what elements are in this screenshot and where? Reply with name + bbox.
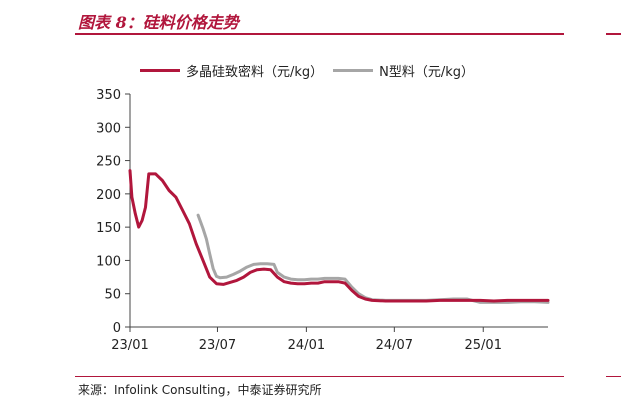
- legend: 多晶硅致密料（元/kg） N型料（元/kg）: [140, 61, 484, 80]
- x-tick-label: 23/07: [199, 338, 236, 353]
- footer-rule: [75, 376, 564, 377]
- y-tick-label: 250: [96, 155, 121, 170]
- legend-swatch-n-type: [333, 68, 374, 72]
- y-tick-label: 0: [113, 321, 121, 336]
- legend-swatch-polysilicon: [140, 68, 180, 72]
- y-tick-label: 300: [96, 121, 121, 136]
- legend-item-n-type: N型料（元/kg）: [333, 61, 474, 80]
- x-tick-label: 24/01: [288, 338, 325, 353]
- title-rule: [75, 33, 564, 35]
- legend-item-polysilicon: 多晶硅致密料（元/kg）: [140, 61, 323, 80]
- y-tick-label: 350: [96, 88, 121, 103]
- source-note: 来源：Infolink Consulting，中泰证券研究所: [78, 383, 322, 397]
- y-tick-label: 50: [104, 288, 121, 303]
- x-tick-label: 23/01: [111, 338, 148, 353]
- series-line-polysilicon: [128, 169, 550, 303]
- x-tick-label: 24/07: [376, 338, 413, 353]
- y-tick-label: 200: [96, 188, 121, 203]
- footer-rule-fragment: [606, 376, 621, 377]
- y-tick-label: 150: [96, 221, 121, 236]
- title-rule-fragment: [606, 33, 621, 35]
- series-line-n-type: [196, 213, 550, 304]
- chart-title: 图表 8：硅料价格走势: [78, 13, 239, 32]
- x-tick-label: 25/01: [465, 338, 502, 353]
- legend-label-polysilicon: 多晶硅致密料（元/kg）: [186, 64, 324, 80]
- y-tick-label: 100: [96, 254, 121, 269]
- legend-label-n-type: N型料（元/kg）: [379, 64, 475, 80]
